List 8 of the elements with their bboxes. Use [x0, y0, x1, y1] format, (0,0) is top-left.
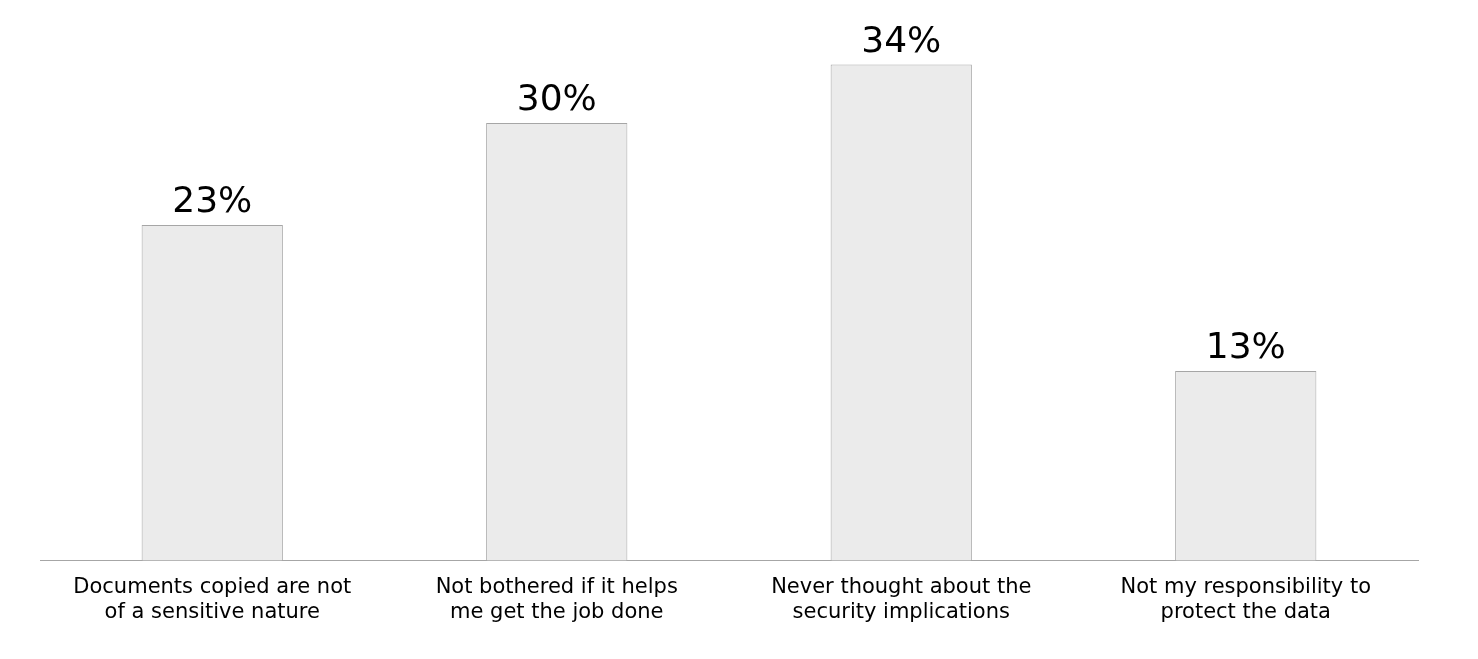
- x-tick-label: Not bothered if it helps me get the job done: [435, 573, 678, 623]
- x-tick-label: Never thought about the security implications: [771, 573, 1032, 623]
- data-label: 23%: [172, 179, 253, 221]
- data-label: 34%: [861, 18, 942, 60]
- data-label: 13%: [1205, 325, 1286, 367]
- x-tick-label: Not my responsibility to protect the data: [1120, 573, 1372, 623]
- x-tick-label: Documents copied are not of a sensitive nature: [73, 573, 352, 623]
- data-label: 30%: [516, 77, 597, 119]
